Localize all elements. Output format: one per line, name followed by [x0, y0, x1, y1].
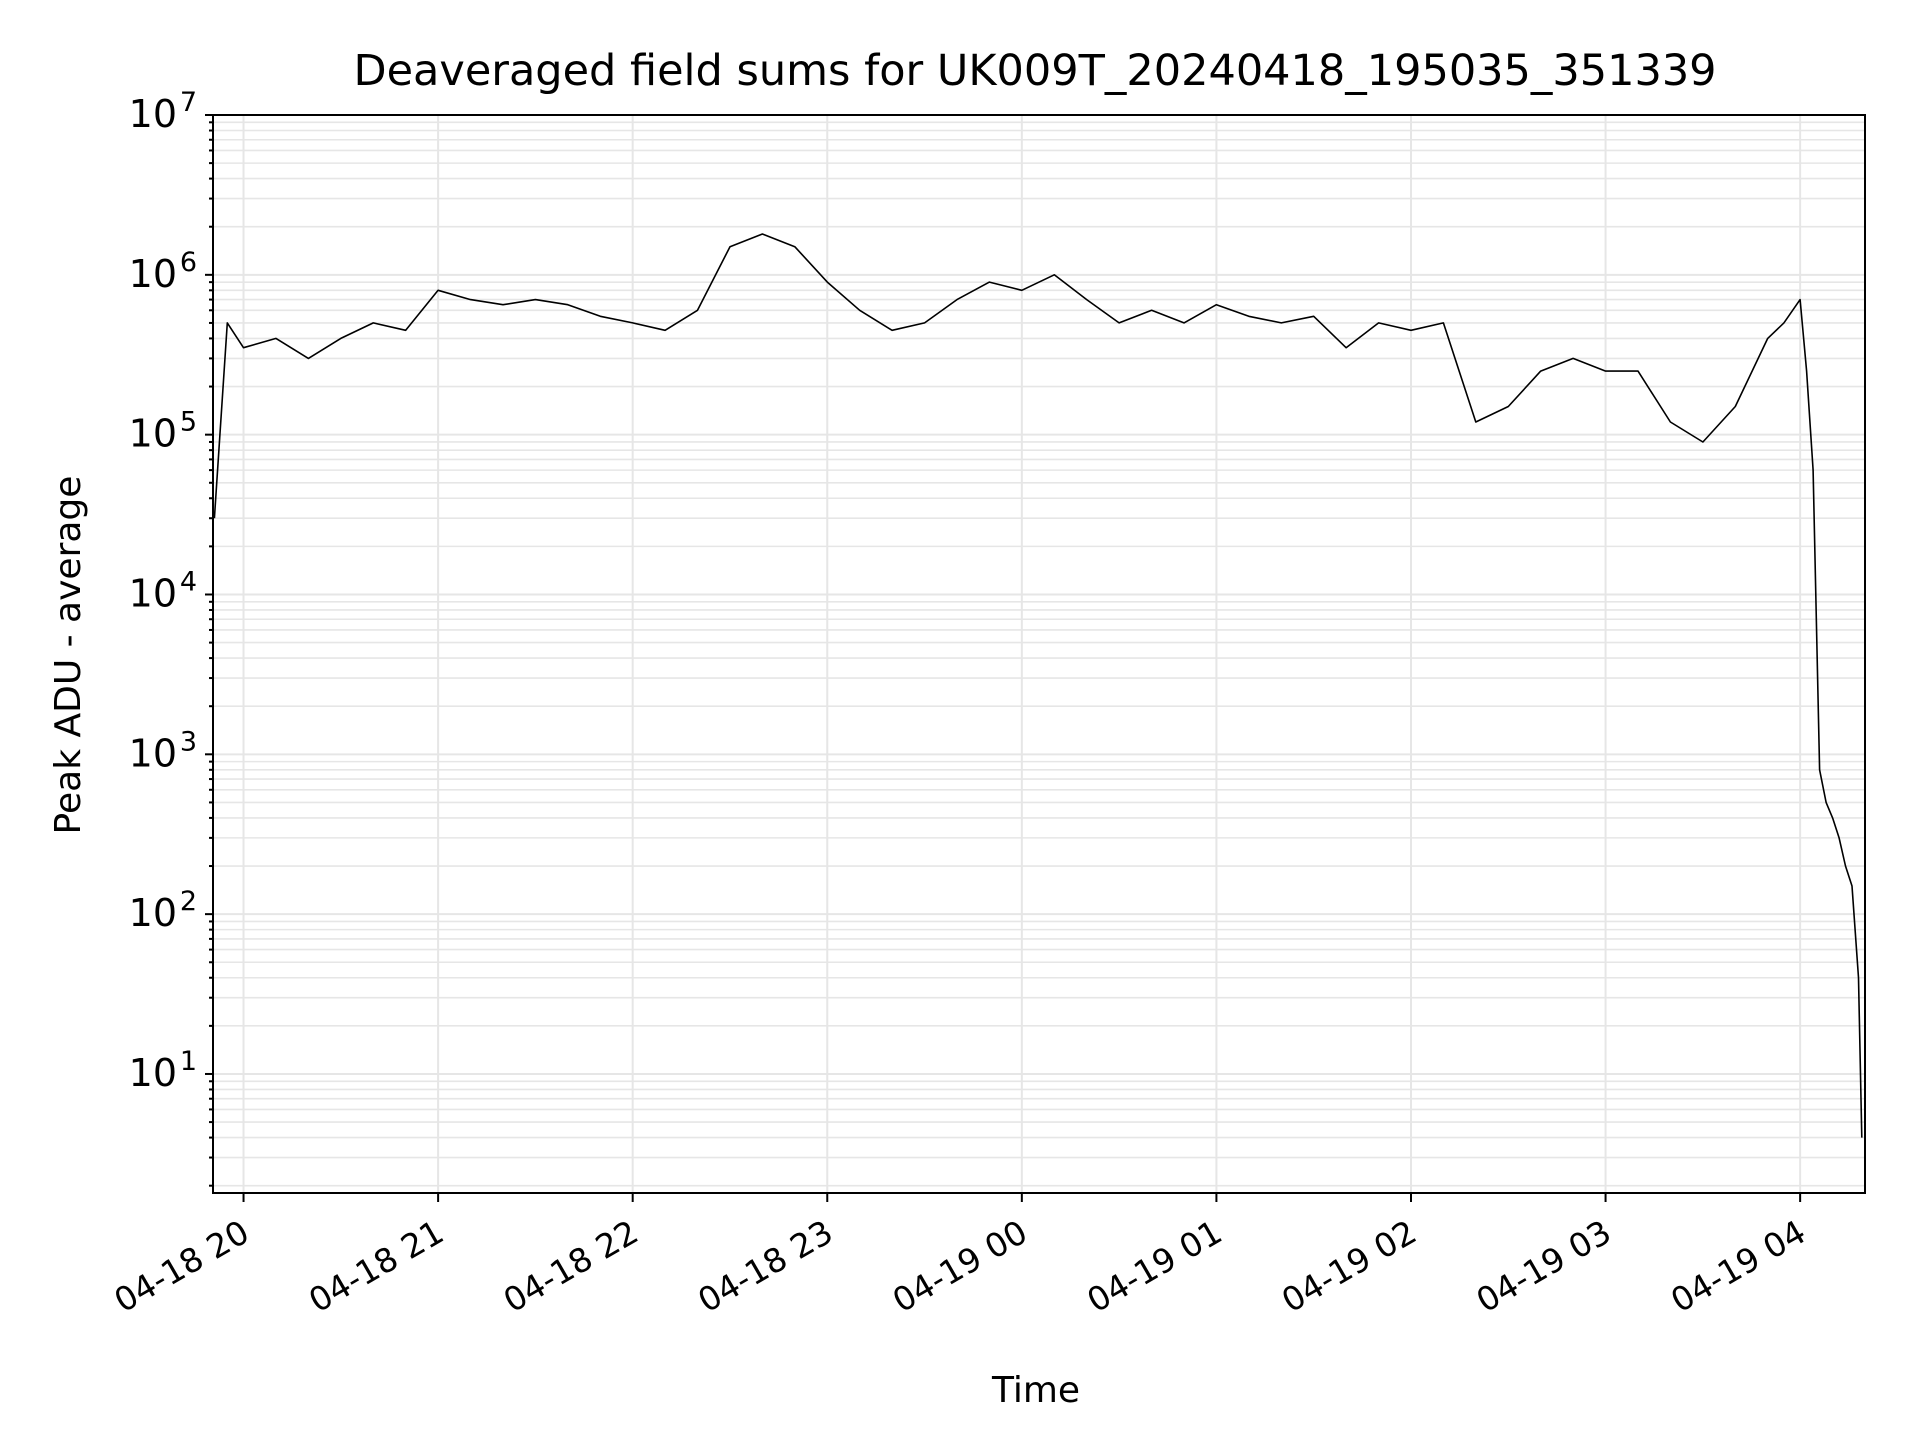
- y-tick-exponent: 4: [180, 566, 197, 597]
- y-tick-label: 10: [129, 731, 177, 775]
- y-tick-exponent: 3: [180, 726, 197, 757]
- plot-frame: [212, 114, 1866, 1194]
- y-tick-exponent: 5: [180, 407, 197, 438]
- y-tick-label: 10: [129, 252, 177, 296]
- y-tick-exponent: 7: [180, 87, 197, 118]
- y-tick-exponent: 2: [180, 886, 197, 917]
- y-tick-label: 10: [129, 412, 177, 456]
- y-tick-label: 10: [129, 571, 177, 615]
- y-tick-label: 10: [129, 92, 177, 136]
- chart-title: Deaveraged field sums for UK009T_2024041…: [353, 46, 1716, 96]
- x-axis-label: Time: [991, 1370, 1080, 1411]
- y-tick-label: 10: [129, 891, 177, 935]
- y-tick-exponent: 1: [180, 1046, 197, 1077]
- y-tick-exponent: 6: [180, 247, 197, 278]
- series-line: [213, 233, 1863, 1138]
- y-tick-label: 10: [129, 1051, 177, 1095]
- grid-lines: [213, 114, 1865, 1193]
- y-axis-label: Peak ADU - average: [48, 476, 89, 835]
- data-line: [213, 233, 1863, 1138]
